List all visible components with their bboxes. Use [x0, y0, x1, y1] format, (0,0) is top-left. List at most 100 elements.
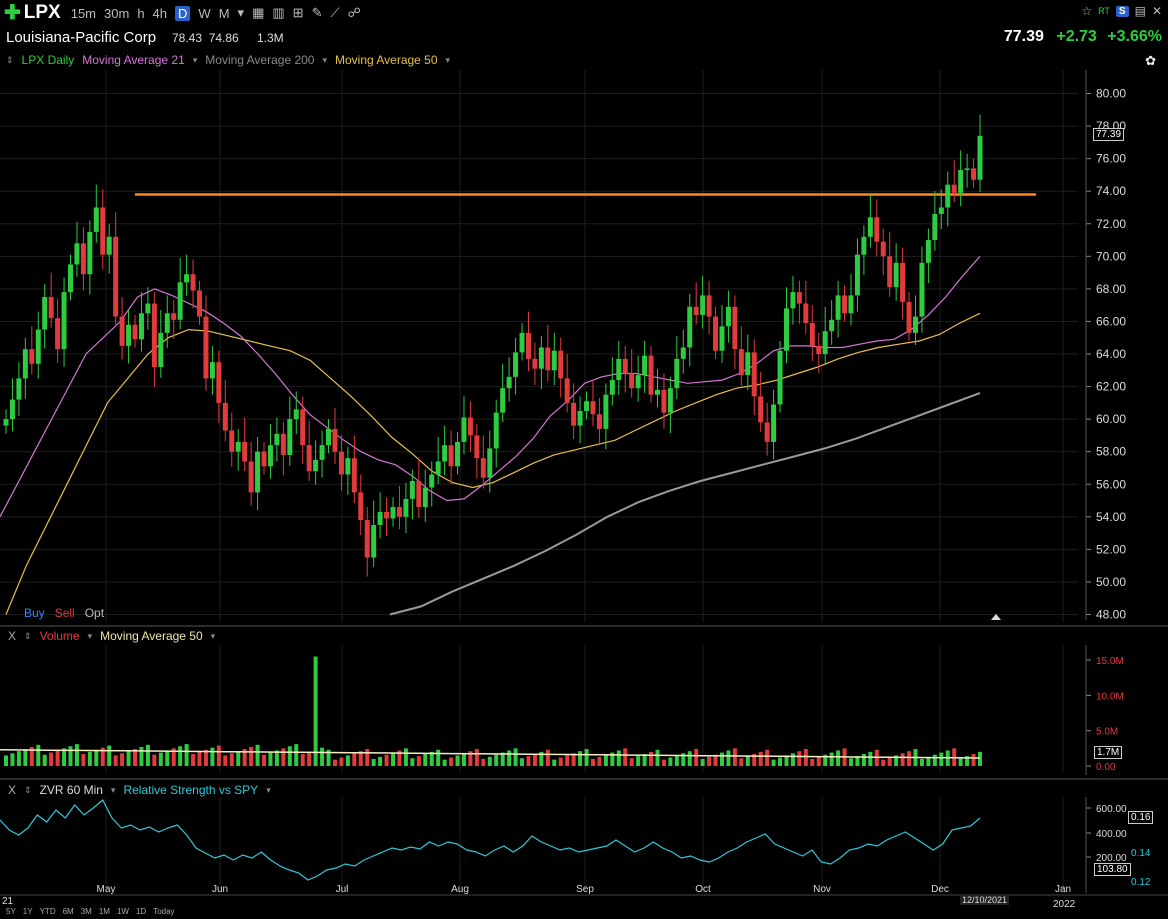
volume-bar: [700, 758, 705, 766]
volume-bar: [158, 752, 163, 766]
realtime-badge[interactable]: RT: [1098, 6, 1110, 16]
save-icon[interactable]: ▤: [1134, 4, 1146, 18]
volume-bar: [558, 757, 563, 766]
volume-bar: [881, 759, 886, 766]
volume-bar: [436, 749, 441, 766]
ma50-dropdown-icon[interactable]: ▾: [445, 54, 451, 65]
legend-ma21[interactable]: Moving Average 21: [82, 53, 185, 67]
volume-dropdown-icon[interactable]: ▾: [87, 630, 93, 641]
ma200-polyline: [389, 392, 981, 616]
timeframe-m[interactable]: M: [218, 5, 230, 21]
star-icon[interactable]: ☆: [1081, 4, 1093, 18]
add-symbol-icon[interactable]: ✚: [4, 2, 21, 24]
period-ytd[interactable]: YTD: [39, 907, 56, 916]
period-today[interactable]: Today: [153, 907, 175, 916]
candle-body: [513, 352, 519, 377]
period-selector: 5Y 1Y YTD 6M 3M 1M 1W 1D Today: [6, 907, 175, 916]
share-icon[interactable]: ☍: [347, 5, 361, 20]
period-6m[interactable]: 6M: [62, 907, 74, 916]
candle-body: [829, 319, 835, 332]
ma50-line: [5, 312, 981, 615]
candle-body: [274, 433, 280, 446]
period-3m[interactable]: 3M: [80, 907, 92, 916]
candle-body: [145, 303, 151, 314]
volume-bar: [868, 751, 873, 766]
candle-body: [345, 458, 351, 475]
indicators-icon[interactable]: ⊞: [292, 5, 304, 20]
sell-button[interactable]: Sell: [54, 606, 75, 620]
candle-body: [706, 295, 712, 317]
volume-axis: 15.0M 10.0M 5.0M 0.00: [1085, 645, 1124, 775]
date-axis: May Jun Jul Aug Sep Oct Nov Dec Jan: [97, 884, 1072, 895]
ma21-dropdown-icon[interactable]: ▾: [192, 54, 198, 65]
period-1m[interactable]: 1M: [98, 907, 110, 916]
candle-body: [422, 487, 428, 508]
price-legend: ⇕ LPX Daily Moving Average 21 ▾ Moving Av…: [6, 53, 450, 67]
compare-icon[interactable]: ⟋: [330, 5, 340, 20]
candle-body: [364, 520, 370, 558]
legend-rs[interactable]: Relative Strength vs SPY: [123, 783, 259, 797]
timeframe-w[interactable]: W: [198, 5, 211, 21]
ma200-dropdown-icon[interactable]: ▾: [322, 54, 328, 65]
volume-bar: [474, 749, 479, 766]
rs-dropdown-icon[interactable]: ▾: [266, 784, 271, 795]
options-button[interactable]: Opt: [84, 606, 105, 620]
candle-body: [106, 236, 112, 255]
volume-bar: [487, 756, 492, 766]
palette-icon[interactable]: ✿: [1145, 53, 1156, 68]
close-volume-pane-button[interactable]: X: [8, 629, 17, 643]
zvr-dropdown-icon[interactable]: ▾: [110, 784, 116, 795]
volume-bar: [481, 758, 486, 766]
symbol-label[interactable]: LPX: [23, 2, 61, 23]
candle-body: [68, 264, 74, 293]
legend-volume[interactable]: Volume: [39, 629, 80, 643]
lpx-sort-icon[interactable]: ⇕: [6, 54, 14, 65]
volume-sort-icon[interactable]: ⇕: [24, 630, 32, 641]
volume-bar: [603, 754, 608, 766]
timeframe-dropdown-icon[interactable]: ▾: [237, 5, 245, 20]
close-rs-pane-button[interactable]: X: [8, 783, 17, 797]
price-tick-label: 66.00: [1096, 314, 1126, 328]
timeframe-15m[interactable]: 15m: [70, 5, 97, 21]
candle-body: [280, 433, 286, 455]
period-1y[interactable]: 1Y: [22, 907, 33, 916]
rs-sort-icon[interactable]: ⇕: [24, 784, 32, 795]
candle-body: [203, 316, 209, 379]
candle-body: [3, 419, 9, 426]
candle-body: [777, 350, 783, 405]
legend-volume-ma[interactable]: Moving Average 50: [100, 629, 203, 643]
volume-ma-dropdown-icon[interactable]: ▾: [210, 630, 216, 641]
draw-icon[interactable]: ✎: [311, 5, 323, 20]
bar-style-icon[interactable]: ▥: [272, 5, 285, 20]
legend-zvr[interactable]: ZVR 60 Min: [39, 783, 103, 797]
zvr-tick-label: 200.00: [1096, 853, 1127, 864]
volume-bar: [971, 753, 976, 766]
period-1w[interactable]: 1W: [116, 907, 129, 916]
price-tick-label: 52.00: [1096, 542, 1126, 556]
legend-ma200[interactable]: Moving Average 200: [205, 53, 315, 67]
period-5y[interactable]: 5Y: [6, 907, 16, 916]
legend-ma50[interactable]: Moving Average 50: [335, 53, 438, 67]
candle-body: [958, 170, 964, 193]
settings-badge[interactable]: S: [1115, 5, 1129, 17]
candle-body: [783, 308, 789, 351]
volume-bar: [94, 749, 99, 766]
buy-button[interactable]: Buy: [24, 606, 45, 620]
timeframe-d[interactable]: D: [175, 5, 191, 21]
timeframe-h[interactable]: h: [137, 5, 145, 21]
price-tick-label: 60.00: [1096, 412, 1126, 426]
grid: [0, 70, 1078, 893]
period-1d[interactable]: 1D: [135, 907, 147, 916]
candle-body: [642, 355, 648, 376]
chart-type-icon[interactable]: ▦: [252, 5, 265, 20]
volume-bar: [403, 748, 408, 766]
candle-body: [835, 295, 841, 320]
volume-bar: [649, 751, 654, 766]
volume-bar: [829, 752, 834, 766]
candle-body: [551, 350, 557, 371]
legend-lpx[interactable]: LPX Daily: [21, 53, 75, 67]
timeframe-30m[interactable]: 30m: [104, 5, 130, 21]
close-icon[interactable]: ✕: [1151, 4, 1162, 18]
candle-body: [519, 332, 525, 353]
timeframe-4h[interactable]: 4h: [152, 5, 168, 21]
